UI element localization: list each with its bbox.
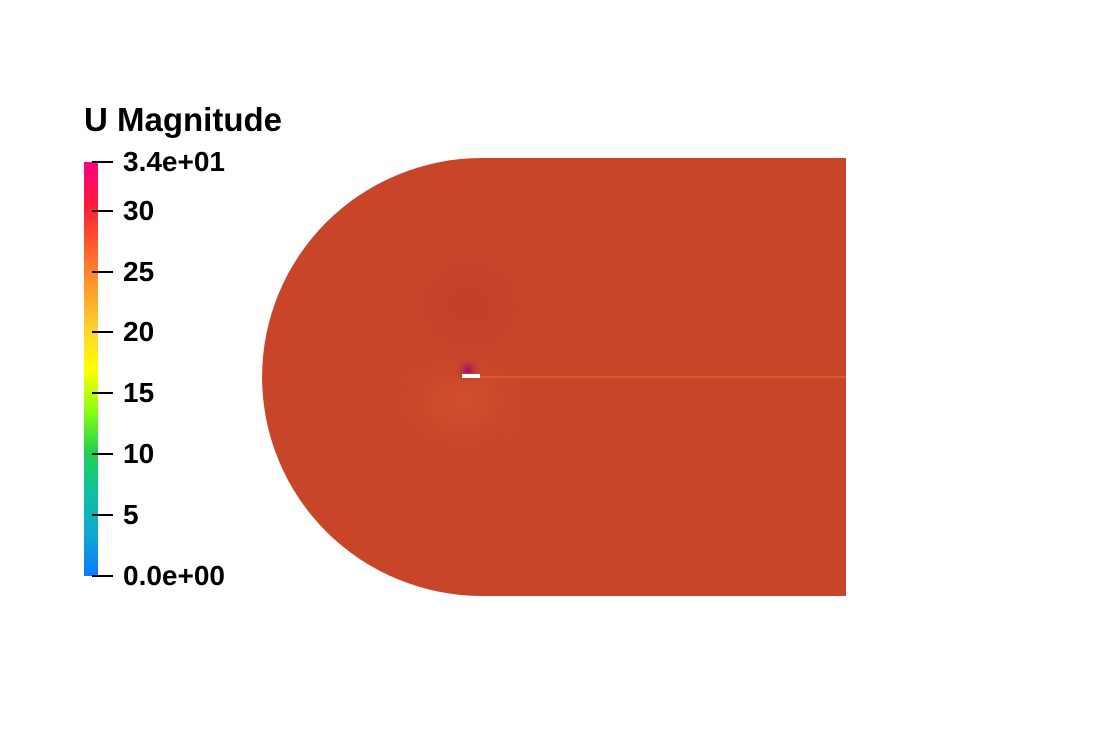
colorbar-tick <box>92 392 113 395</box>
colorbar-tick-label: 30 <box>123 194 155 226</box>
colorbar-tick <box>92 331 113 334</box>
airfoil-shape <box>462 374 480 378</box>
colorbar-tick-label: 3.4e+01 <box>123 146 225 177</box>
colorbar-tick-label: 15 <box>123 377 155 409</box>
colorbar-tick <box>92 209 113 212</box>
colorbar-tick <box>92 514 113 517</box>
colorbar-tick-label: 10 <box>123 438 155 470</box>
upper-pressure-region <box>395 240 545 370</box>
wake-line <box>478 376 846 378</box>
colorbar-tick <box>92 161 113 163</box>
stagnation-point <box>454 357 482 383</box>
colorbar-tick <box>92 270 113 273</box>
colorbar-tick <box>92 575 113 577</box>
colorbar-tick-label: 0.0e+00 <box>123 560 225 591</box>
colorbar-tick-label: 25 <box>123 255 155 287</box>
colorbar-gradient <box>84 162 98 576</box>
colorbar-tick-label: 5 <box>123 499 139 531</box>
colorbar-title: U Magnitude <box>84 101 282 138</box>
colorbar-tick <box>92 453 113 456</box>
colorbar-tick-label: 20 <box>123 316 155 348</box>
